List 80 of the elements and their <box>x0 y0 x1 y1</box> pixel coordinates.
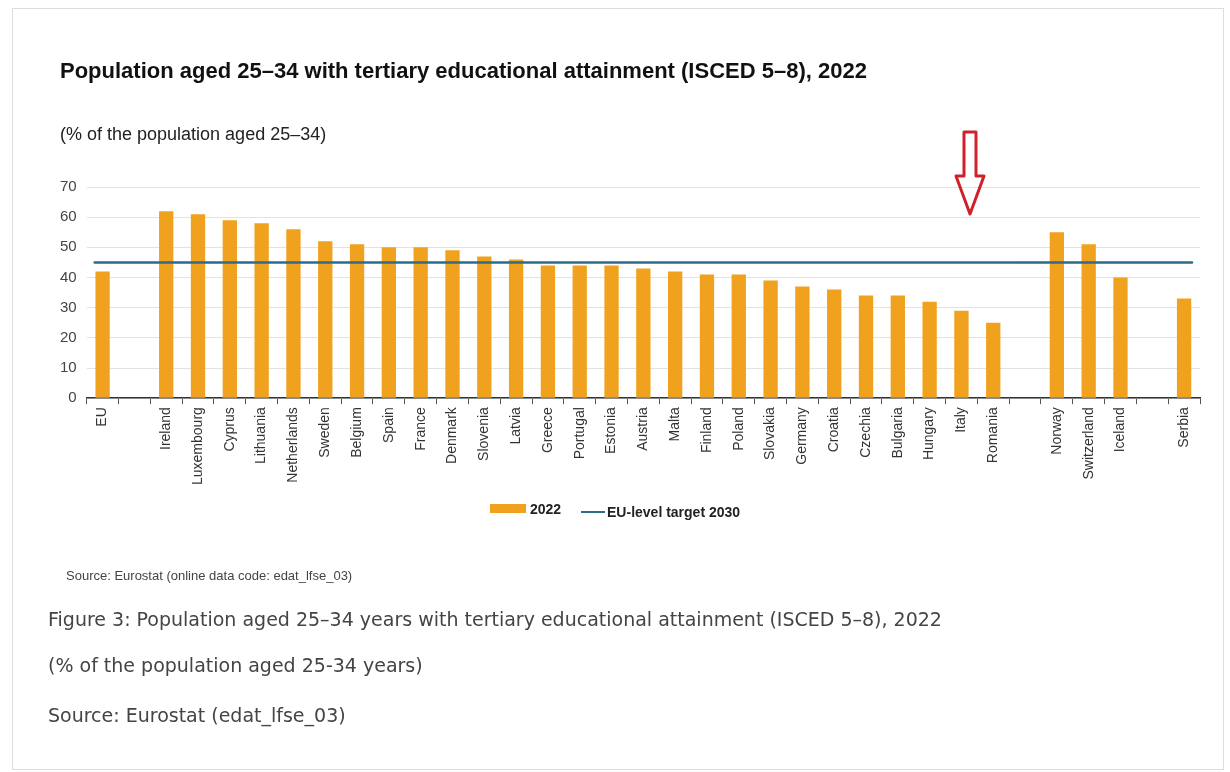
x-tick-label: Croatia <box>825 406 842 453</box>
x-tick-label: Belgium <box>347 407 364 458</box>
x-tick-label: Czechia <box>856 406 873 458</box>
bar <box>1113 277 1128 398</box>
x-tick-label: Netherlands <box>284 407 301 483</box>
x-tick-label: Slovakia <box>761 406 778 461</box>
bar <box>986 322 1001 398</box>
y-tick-label: 30 <box>60 297 77 315</box>
x-tick-label: Germany <box>793 407 810 465</box>
bar <box>890 295 905 398</box>
x-tick-label: Austria <box>634 406 651 451</box>
y-tick-label: 20 <box>60 327 77 345</box>
bar <box>858 295 874 398</box>
x-tick-label: Cyprus <box>220 407 237 452</box>
bar <box>508 259 524 398</box>
x-tick-label: EU <box>93 407 110 427</box>
y-tick-label: 60 <box>60 207 77 225</box>
bar <box>159 211 174 398</box>
x-tick-label: Spain <box>379 407 396 443</box>
bar <box>1176 298 1192 398</box>
legend-label: EU-level target 2030 <box>607 504 741 520</box>
y-tick-label: 50 <box>60 237 77 255</box>
bar <box>413 247 428 398</box>
bar <box>381 247 397 398</box>
x-tick-label: Norway <box>1047 407 1064 455</box>
x-tick-label: Finland <box>697 407 714 454</box>
bar <box>572 265 587 398</box>
x-tick-label: Switzerland <box>1079 407 1096 480</box>
x-tick-label: Hungary <box>920 407 937 461</box>
x-tick-label: France <box>411 406 428 451</box>
caption: Figure 3: Population aged 25–34 years with tertiary educational attainment (ISCED 5–8), 2022 <box>48 608 942 630</box>
bar <box>731 274 746 398</box>
bar <box>318 241 333 398</box>
x-tick-label: Slovenia <box>475 406 492 461</box>
bar <box>349 244 365 398</box>
bar <box>95 271 110 398</box>
x-tick-label: Serbia <box>1174 406 1191 448</box>
legend-label: 2022 <box>529 500 562 517</box>
x-tick-label: Estonia <box>602 406 619 454</box>
bar <box>445 250 460 398</box>
bar <box>604 265 619 398</box>
bar <box>540 265 556 398</box>
bar <box>795 286 810 398</box>
x-tick-label: Italy <box>952 407 969 433</box>
bar <box>190 214 206 398</box>
x-tick-label: Denmark <box>443 406 460 464</box>
x-tick-label: Greece <box>538 406 555 454</box>
y-tick-label: 10 <box>60 358 77 376</box>
source-note: Source: Eurostat (edat_lfse_03) <box>48 704 346 726</box>
bar <box>954 310 969 398</box>
x-tick-label: Malta <box>666 406 683 442</box>
bar <box>254 223 269 398</box>
bar <box>1049 232 1065 398</box>
x-tick-label: Poland <box>729 407 746 451</box>
y-tick-label: 70 <box>60 177 77 195</box>
bar <box>636 268 651 398</box>
x-tick-label: Ireland <box>157 407 174 450</box>
x-tick-label: Romania <box>984 406 1001 464</box>
bar <box>1081 244 1096 398</box>
chart-subtitle: (% of the population aged 25–34) <box>60 124 327 145</box>
x-tick-label: Iceland <box>1111 407 1128 453</box>
bar <box>477 256 492 398</box>
y-tick-label: 40 <box>60 267 77 285</box>
source-note: Source: Eurostat (online data code: edat_lfse_03) <box>66 568 353 583</box>
x-tick-label: Portugal <box>570 407 587 460</box>
bar <box>286 229 301 398</box>
chart-title: Population aged 25–34 with tertiary educational attainment (ISCED 5–8), 2022 <box>60 58 868 84</box>
text: (% of the population aged 25-34 years) <box>48 654 423 676</box>
bar <box>222 220 237 398</box>
y-tick-label: 0 <box>68 388 77 406</box>
x-tick-label: Lithuania <box>252 406 269 464</box>
x-tick-label: Latvia <box>506 406 523 445</box>
bar <box>827 289 842 398</box>
x-tick-label: Bulgaria <box>888 406 905 459</box>
x-tick-label: Luxembourg <box>188 407 205 485</box>
bar <box>763 280 778 398</box>
bar <box>699 274 715 398</box>
bar <box>667 271 683 398</box>
bar <box>922 301 937 398</box>
x-tick-label: Sweden <box>316 407 333 458</box>
